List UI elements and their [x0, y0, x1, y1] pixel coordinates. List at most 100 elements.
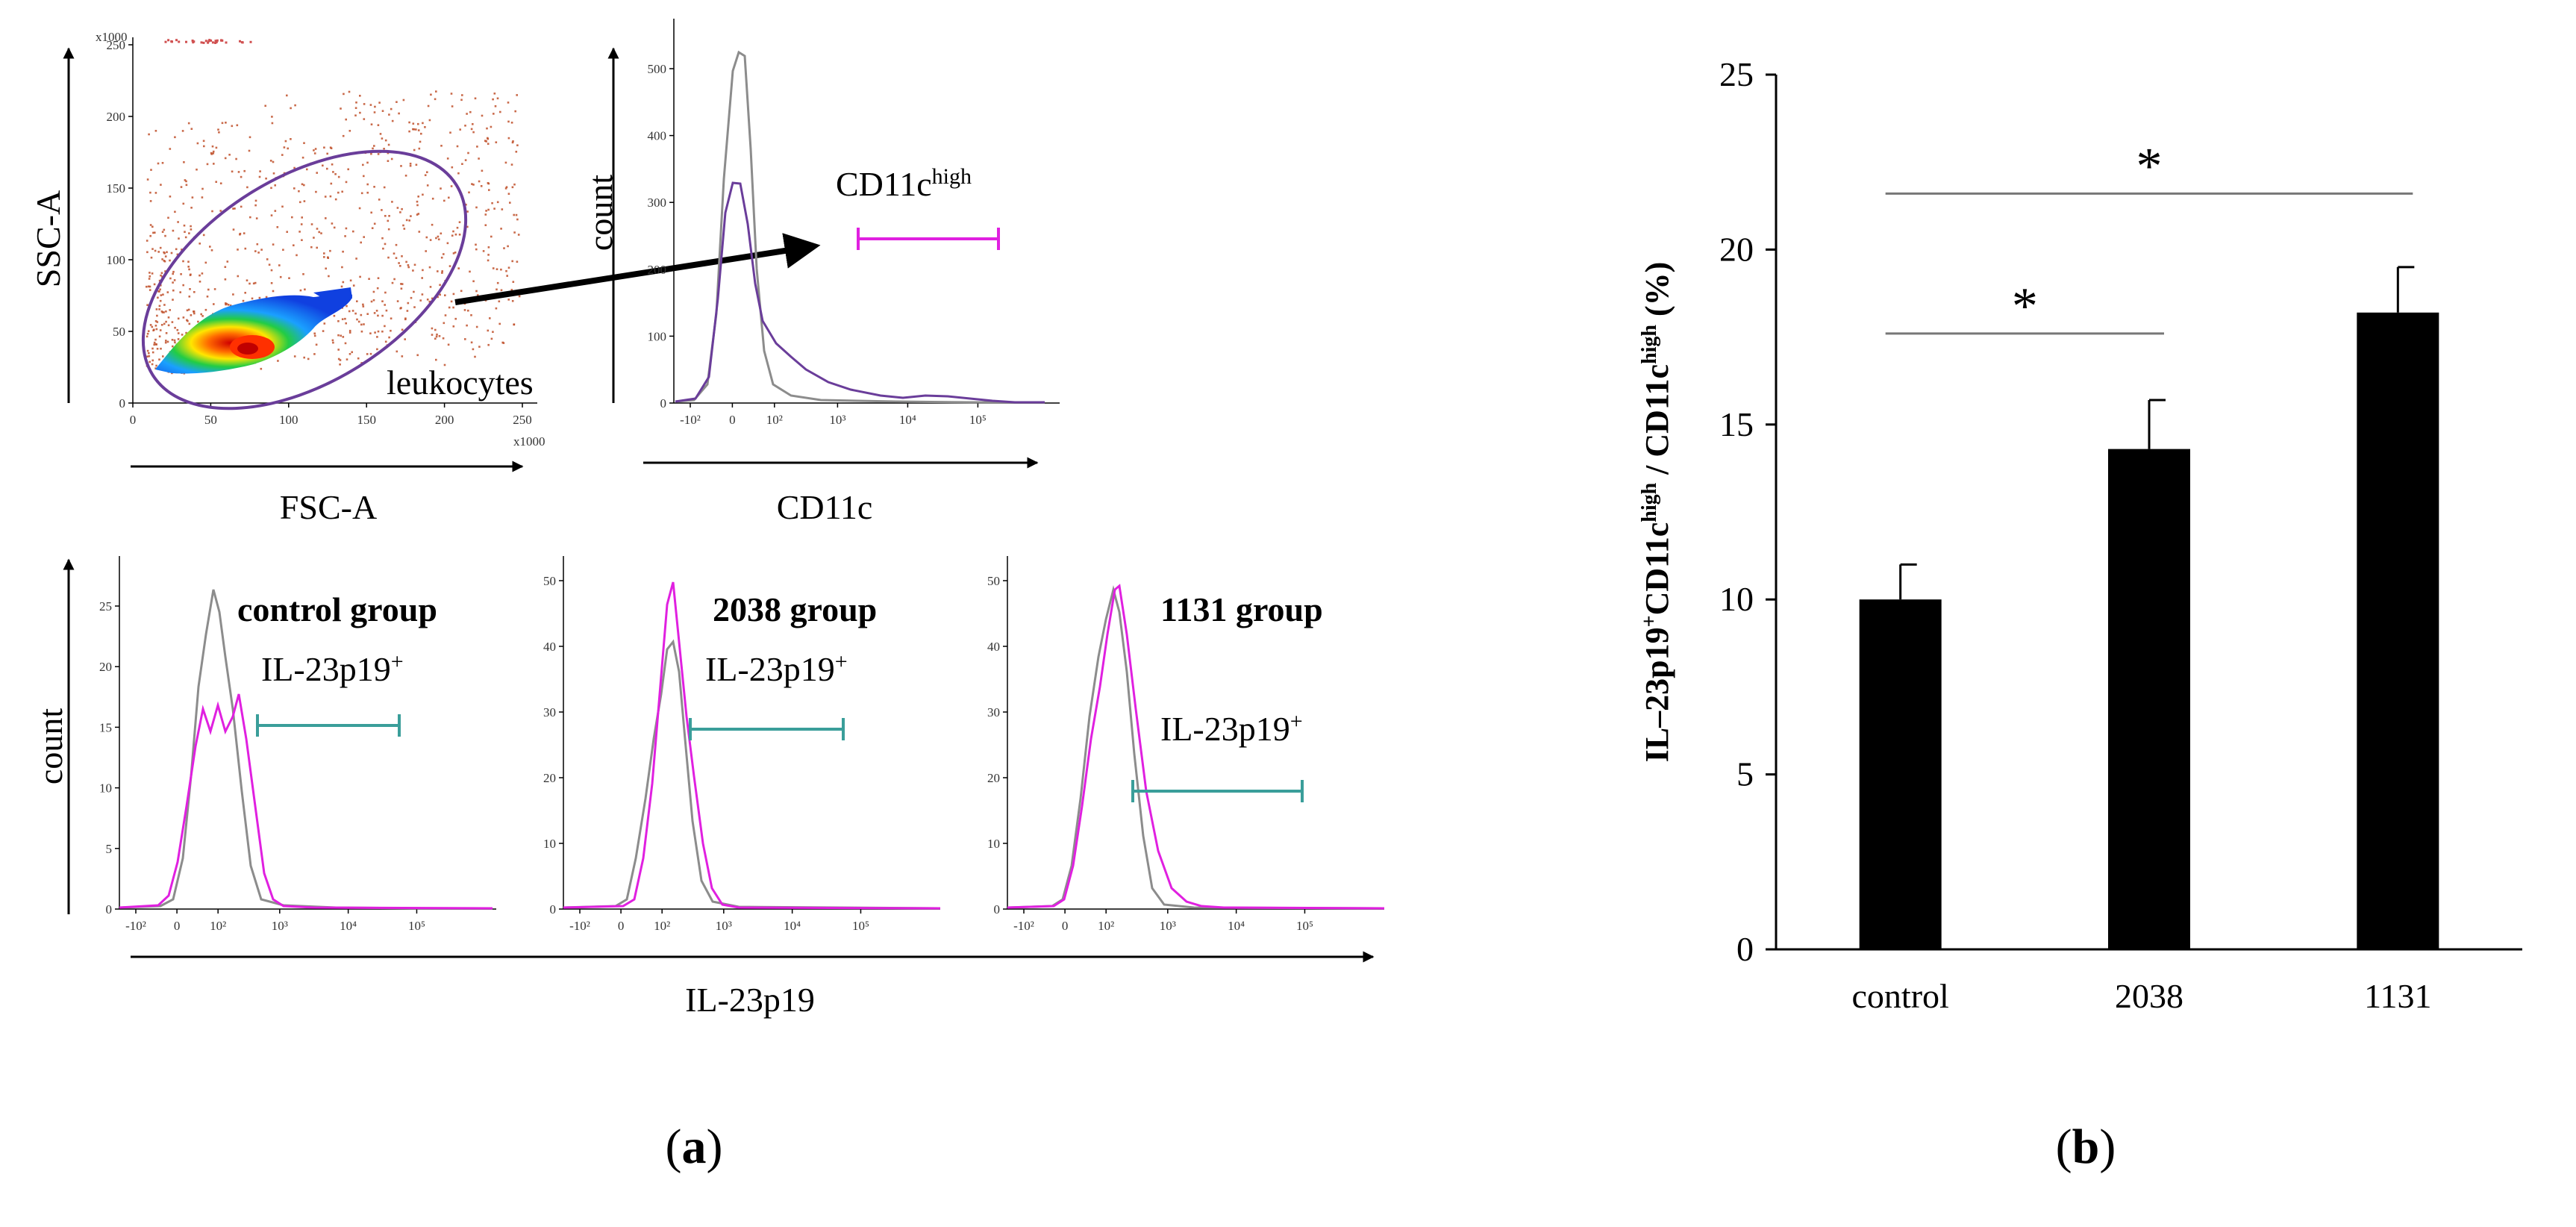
scatter-event — [329, 249, 331, 252]
scatter-event — [475, 206, 478, 209]
scatter-event — [341, 266, 343, 269]
scatter-event — [329, 146, 332, 149]
scatter-event — [407, 302, 410, 305]
scatter-event — [409, 164, 412, 167]
scatter-event — [166, 251, 168, 254]
scatter-event — [255, 217, 258, 219]
scatter-event — [197, 320, 199, 323]
scatter-event — [206, 163, 209, 166]
scatter-event — [149, 285, 151, 288]
scatter-event — [154, 130, 157, 132]
scatter-event — [210, 152, 213, 154]
scatter-event — [165, 310, 167, 313]
scatter-event — [384, 243, 387, 246]
bar-label-2038: 2038 — [2115, 977, 2183, 1015]
scatter-event — [435, 358, 437, 361]
scatter-event — [512, 140, 514, 143]
scatter-event — [151, 248, 154, 250]
bar-category-labels: control 2038 1131 — [1852, 977, 2432, 1015]
scatter-event — [342, 336, 345, 338]
scatter-event — [160, 324, 163, 326]
scatter-event — [418, 231, 421, 233]
scatter-event — [271, 116, 273, 118]
scatter-event — [366, 353, 369, 355]
scatter-event — [513, 231, 516, 234]
caption-b: (b) — [2056, 1120, 2116, 1174]
scatter-event — [400, 165, 402, 167]
cd11c-gate-bar — [857, 228, 1000, 250]
scatter-event — [425, 236, 428, 239]
il23-panels: count IL-23p19 -10² 0 10² 10³ 10⁴ 10⁵ 0 5 10 15 20… — [31, 556, 1385, 1019]
scatter-event — [472, 131, 475, 134]
scatter-event — [391, 281, 394, 284]
scatter-event — [303, 356, 305, 359]
scatter-event — [159, 329, 162, 331]
scatter-event — [248, 149, 251, 152]
scatter-event — [169, 259, 171, 262]
scatter-event — [412, 122, 415, 125]
scatter-event — [178, 237, 180, 240]
scatter-event — [164, 341, 167, 344]
scatter-event — [248, 136, 251, 139]
scatter-event — [434, 98, 437, 101]
scatter-event — [400, 307, 402, 309]
hist-y-tick-label: 15 — [99, 720, 112, 734]
scatter-event — [461, 163, 463, 165]
scatter-event — [439, 284, 441, 287]
scatter-event — [202, 234, 205, 237]
scatter-event — [167, 316, 170, 319]
scatter-event — [509, 202, 511, 204]
scatter-event — [464, 125, 466, 127]
scatter-event — [193, 312, 196, 315]
scatter-event — [370, 300, 373, 303]
scatter-event — [214, 40, 217, 43]
scatter-event — [146, 332, 149, 335]
hist-x-tick-label: 10² — [654, 919, 670, 933]
scatter-event — [416, 213, 419, 216]
scatter-event — [212, 150, 215, 153]
scatter-event — [451, 105, 454, 107]
scatter-event — [304, 288, 306, 291]
scatter-y-tick-label: 0 — [119, 396, 126, 410]
scatter-event — [390, 107, 393, 110]
scatter-event — [316, 172, 318, 174]
scatter-event — [472, 348, 475, 351]
scatter-event — [413, 290, 415, 293]
scatter-event — [300, 223, 303, 225]
scatter-event — [457, 267, 460, 269]
scatter-event — [513, 183, 516, 186]
scatter-event — [357, 357, 360, 360]
scatter-event — [333, 226, 336, 229]
scatter-event — [504, 161, 507, 164]
scatter-event — [366, 161, 369, 164]
cd11c-panel: count CD11c -10² 0 10² 10³ 10⁴ 10⁵ 0 100 200 300 4… — [581, 19, 1060, 526]
scatter-event — [323, 252, 325, 255]
scatter-event — [428, 300, 431, 303]
scatter-event — [382, 247, 384, 250]
scatter-event — [164, 40, 167, 43]
scatter-event — [148, 133, 150, 136]
scatter-event — [187, 308, 190, 311]
scatter-event — [310, 223, 313, 225]
scatter-event — [426, 299, 429, 301]
scatter-event — [303, 200, 306, 202]
hist-x-tick-label: 10³ — [716, 919, 732, 933]
scatter-event — [160, 310, 163, 313]
scatter-event — [200, 313, 202, 316]
scatter-event — [451, 166, 454, 169]
scatter-xlabel: FSC-A — [280, 488, 377, 526]
scatter-event — [329, 195, 332, 198]
scatter-event — [388, 113, 390, 116]
scatter-event — [198, 274, 201, 277]
scatter-event — [460, 99, 463, 102]
scatter-event — [431, 334, 434, 336]
il23-xlabel: IL-23p19 — [685, 981, 815, 1019]
hist-y-tick-label: 40 — [543, 640, 556, 654]
scatter-event — [237, 249, 239, 251]
scatter-event — [390, 329, 392, 332]
scatter-event — [146, 178, 149, 181]
scatter-event — [426, 184, 429, 187]
scatter-event — [301, 239, 303, 241]
scatter-event — [182, 202, 185, 205]
scatter-event — [363, 236, 365, 238]
